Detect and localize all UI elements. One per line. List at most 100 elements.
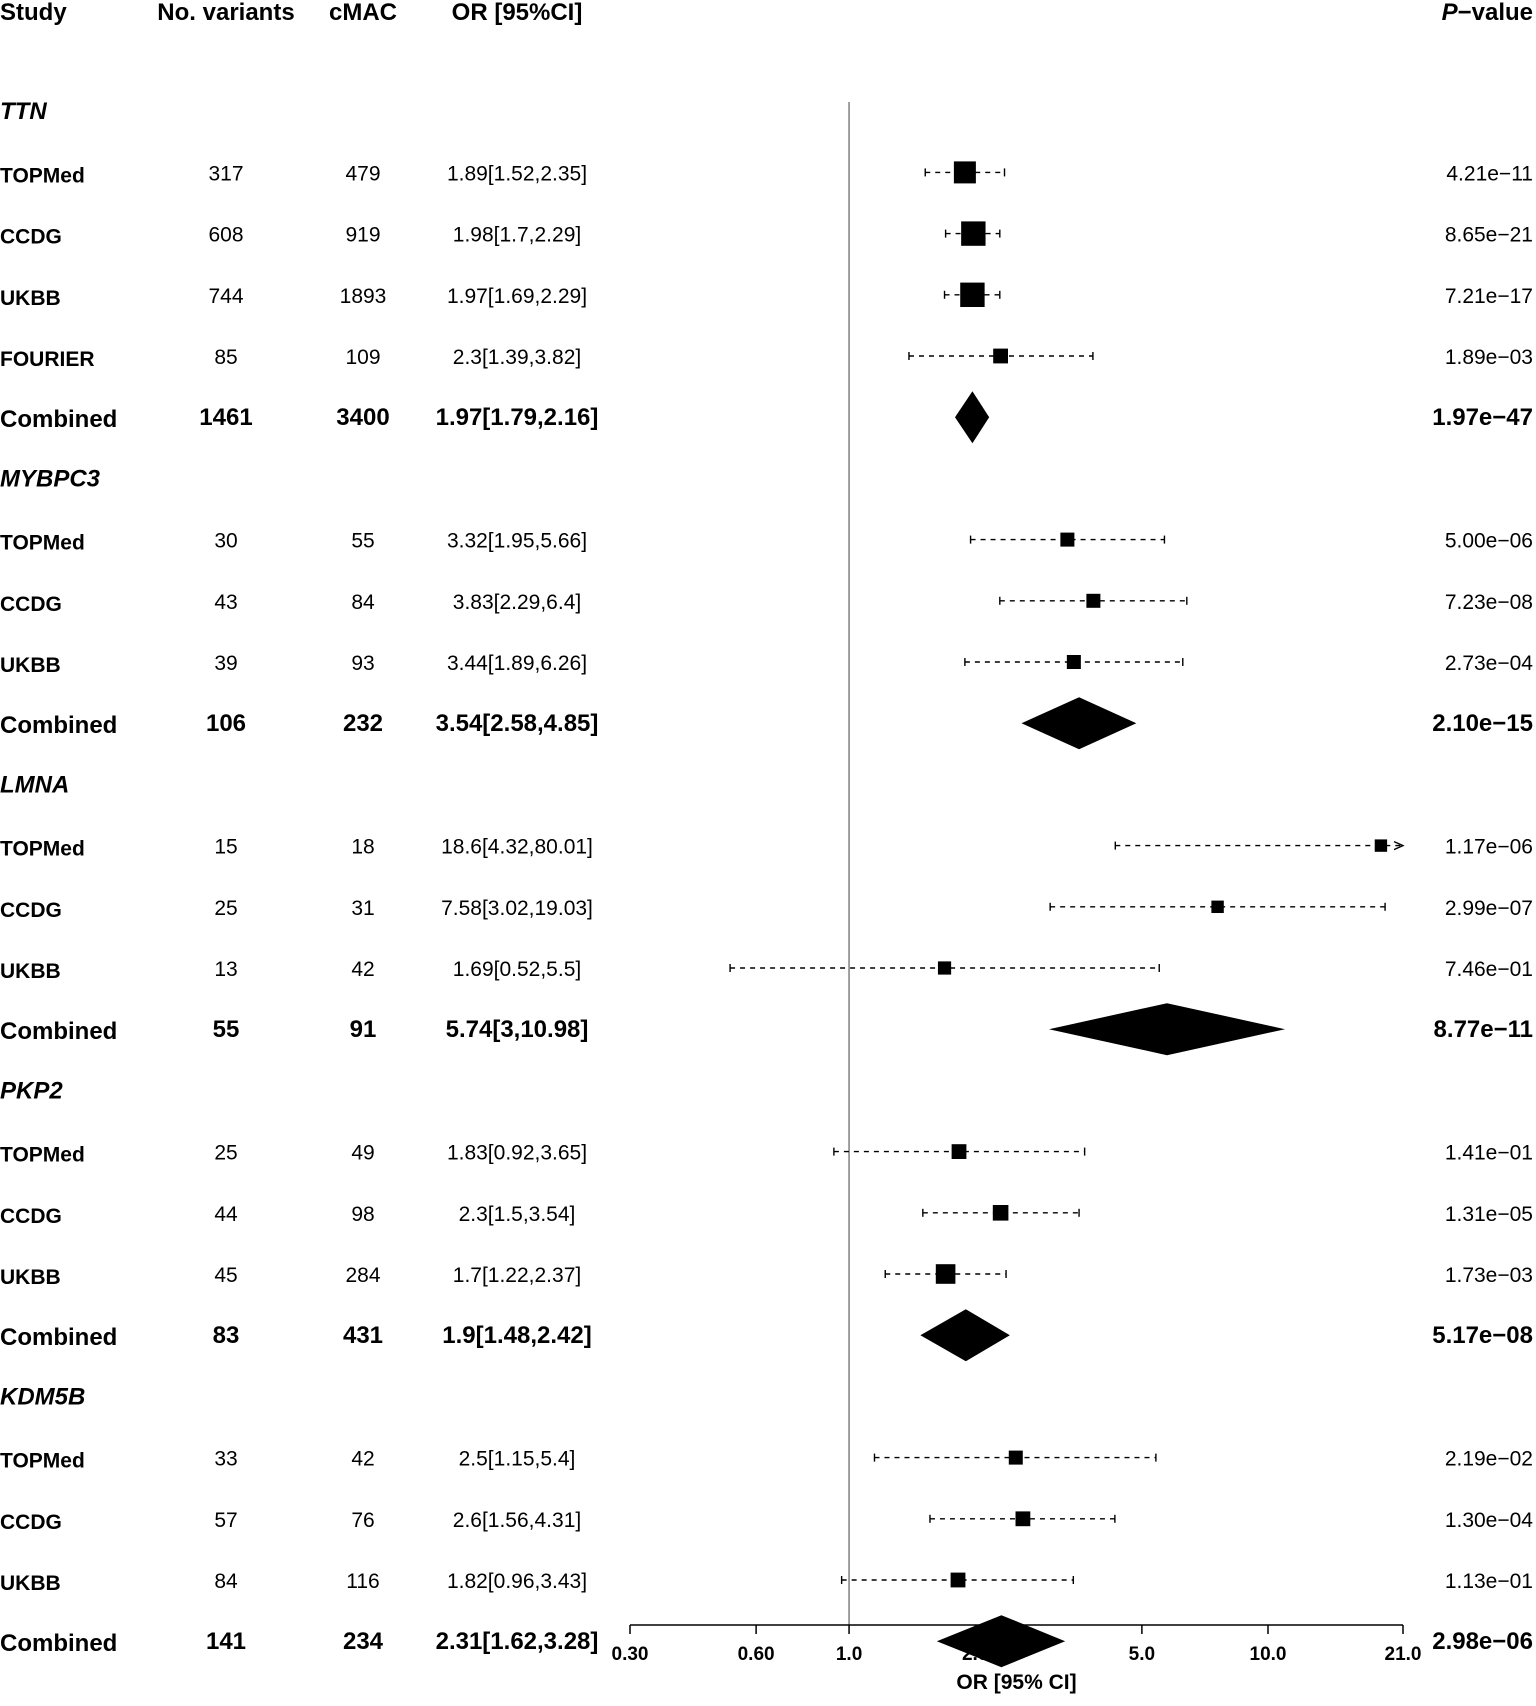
variants-value: 25 [214, 897, 237, 920]
x-tick-label: 0.60 [738, 1644, 775, 1665]
point-estimate [993, 348, 1009, 364]
combined-row: Combined 83 431 1.9[1.48,2.42] 5.17e−08 [0, 1322, 1533, 1351]
variants-value: 744 [208, 285, 243, 308]
variants-value: 13 [214, 958, 237, 981]
pvalue-value: 7.21e−17 [1445, 285, 1533, 308]
study-label: TOPMed [0, 164, 85, 187]
combined-row: Combined 106 232 3.54[2.58,4.85] 2.10e−15 [0, 710, 1533, 739]
table-row: CCDG 25 31 7.58[3.02,19.03] 2.99e−07 [0, 897, 1533, 922]
combined-label: Combined [0, 712, 117, 739]
study-label: CCDG [0, 226, 62, 249]
pvalue-value: 1.30e−04 [1445, 1509, 1533, 1532]
pvalue-value: 4.21e−11 [1446, 162, 1533, 185]
pvalue-value: 1.89e−03 [1445, 346, 1533, 369]
point-estimate [961, 221, 986, 246]
point-estimate [960, 282, 985, 307]
x-axis-label: OR [95% CI] [956, 1671, 1076, 1694]
combined-row: Combined 55 91 5.74[3,10.98] 8.77e−11 [0, 1016, 1533, 1045]
variants-value: 84 [214, 1570, 238, 1593]
point-estimate [1008, 1450, 1023, 1465]
variants-value: 39 [214, 652, 237, 675]
header-cmac: cMAC [329, 0, 397, 26]
study-label: TOPMed [0, 532, 85, 555]
or-value: 3.83[2.29,6.4] [453, 591, 581, 614]
or-value: 1.69[0.52,5.5] [453, 958, 581, 981]
cmac-value: 1893 [340, 285, 387, 308]
cmac-value: 98 [351, 1203, 374, 1226]
study-label: CCDG [0, 1205, 62, 1228]
combined-cmac: 234 [343, 1628, 384, 1655]
cmac-value: 42 [351, 958, 374, 981]
cmac-value: 93 [351, 652, 374, 675]
study-label: TOPMed [0, 1144, 85, 1167]
or-value: 2.3[1.39,3.82] [453, 346, 581, 369]
table-row: TOPMed 33 42 2.5[1.15,5.4] 2.19e−02 [0, 1448, 1533, 1473]
combined-or: 3.54[2.58,4.85] [436, 710, 599, 737]
combined-pvalue: 1.97e−47 [1432, 404, 1533, 431]
x-tick-label: 2.0 [962, 1644, 988, 1665]
header-pvalue-italic: P [1442, 0, 1459, 26]
table-row: CCDG 57 76 2.6[1.56,4.31] 1.30e−04 [0, 1509, 1533, 1534]
table-row: UKBB 45 284 1.7[1.22,2.37] 1.73e−03 [0, 1264, 1533, 1289]
point-estimate [950, 1572, 966, 1588]
table-row: UKBB 744 1893 1.97[1.69,2.29] 7.21e−17 [0, 285, 1533, 310]
x-tick-label: 1.0 [836, 1644, 862, 1665]
pvalue-value: 7.23e−08 [1445, 591, 1533, 614]
combined-diamond [920, 1309, 1010, 1362]
variants-value: 43 [214, 591, 237, 614]
variants-value: 85 [214, 346, 237, 369]
point-estimate [1086, 593, 1101, 608]
point-estimate [1015, 1511, 1031, 1527]
or-value: 7.58[3.02,19.03] [441, 897, 593, 920]
point-estimate [1066, 655, 1081, 669]
table-row: TOPMed 15 18 18.6[4.32,80.01] 1.17e−06 [0, 836, 1533, 861]
study-label: UKBB [0, 1266, 61, 1289]
cmac-value: 479 [345, 162, 380, 185]
point-estimate [1211, 900, 1224, 913]
combined-cmac: 3400 [336, 404, 389, 431]
or-value: 1.82[0.96,3.43] [447, 1570, 587, 1593]
x-tick-label: 21.0 [1385, 1644, 1422, 1665]
cmac-value: 49 [351, 1142, 374, 1165]
study-label: TOPMed [0, 838, 85, 861]
or-value: 1.83[0.92,3.65] [447, 1142, 587, 1165]
table-row: TOPMed 317 479 1.89[1.52,2.35] 4.21e−11 [0, 162, 1533, 187]
combined-row: Combined 141 234 2.31[1.62,3.28] 2.98e−06 [0, 1628, 1533, 1657]
combined-cmac: 91 [350, 1016, 377, 1043]
pvalue-value: 2.73e−04 [1445, 652, 1533, 675]
pvalue-value: 1.41e−01 [1445, 1142, 1533, 1165]
cmac-value: 284 [345, 1264, 380, 1287]
variants-value: 30 [214, 530, 237, 553]
table-row: TOPMed 25 49 1.83[0.92,3.65] 1.41e−01 [0, 1142, 1533, 1167]
combined-diamond [1048, 1003, 1286, 1056]
pvalue-value: 1.17e−06 [1445, 836, 1533, 859]
combined-or: 1.97[1.79,2.16] [436, 404, 599, 431]
table-row: UKBB 13 42 1.69[0.52,5.5] 7.46e−01 [0, 958, 1533, 983]
cmac-value: 55 [351, 530, 374, 553]
or-value: 2.3[1.5,3.54] [459, 1203, 576, 1226]
combined-pvalue: 2.10e−15 [1432, 710, 1533, 737]
point-estimate [1060, 532, 1075, 547]
combined-variants: 83 [213, 1322, 240, 1349]
combined-label: Combined [0, 1324, 117, 1351]
variants-value: 45 [214, 1264, 237, 1287]
or-value: 1.89[1.52,2.35] [447, 162, 587, 185]
study-label: FOURIER [0, 348, 95, 371]
table-rows: TTN TOPMed 317 479 1.89[1.52,2.35] 4.21e−11 CC… [0, 98, 1533, 1657]
cmac-value: 18 [351, 836, 374, 859]
variants-value: 33 [214, 1448, 237, 1471]
gene-label-lmna: LMNA [0, 771, 69, 798]
pvalue-value: 7.46e−01 [1445, 958, 1533, 981]
table-row: CCDG 44 98 2.3[1.5,3.54] 1.31e−05 [0, 1203, 1533, 1228]
cmac-value: 116 [346, 1570, 379, 1593]
combined-label: Combined [0, 1630, 117, 1657]
combined-pvalue: 5.17e−08 [1432, 1322, 1533, 1349]
study-label: UKBB [0, 654, 61, 677]
study-label: TOPMed [0, 1450, 85, 1473]
study-label: CCDG [0, 1511, 62, 1534]
table-row: UKBB 39 93 3.44[1.89,6.26] 2.73e−04 [0, 652, 1533, 677]
x-axis: 0.30 0.60 1.0 2.0 5.0 10.0 21.0 OR [95% CI] [612, 1624, 1422, 1694]
ci-arrow [1393, 840, 1405, 851]
cmac-value: 42 [351, 1448, 374, 1471]
